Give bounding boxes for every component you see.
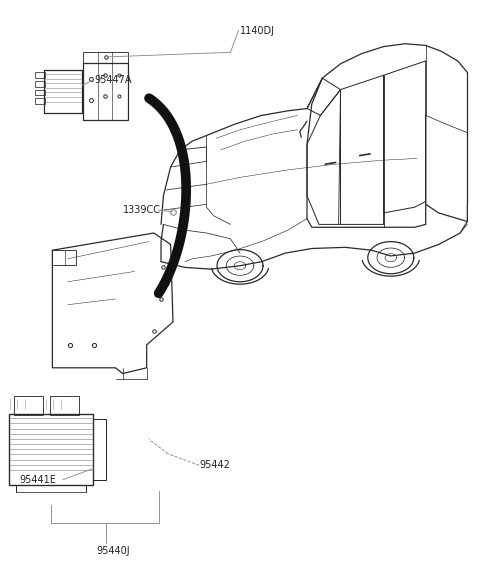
Bar: [50, 397, 79, 415]
Text: 95447A: 95447A: [94, 75, 132, 85]
Bar: [9, 413, 93, 485]
Bar: [35, 81, 45, 87]
Bar: [35, 98, 45, 104]
Bar: [35, 72, 45, 78]
Bar: [35, 90, 45, 95]
Text: 95440J: 95440J: [96, 546, 130, 557]
Text: 1140DJ: 1140DJ: [240, 25, 275, 36]
Text: 95441E: 95441E: [20, 474, 57, 485]
Bar: [93, 419, 107, 480]
Bar: [52, 250, 76, 264]
Bar: [83, 63, 129, 120]
Bar: [14, 397, 43, 415]
Bar: [83, 52, 129, 63]
Text: 1339CC: 1339CC: [123, 205, 161, 215]
Text: 95442: 95442: [199, 461, 230, 470]
Bar: [44, 70, 82, 113]
